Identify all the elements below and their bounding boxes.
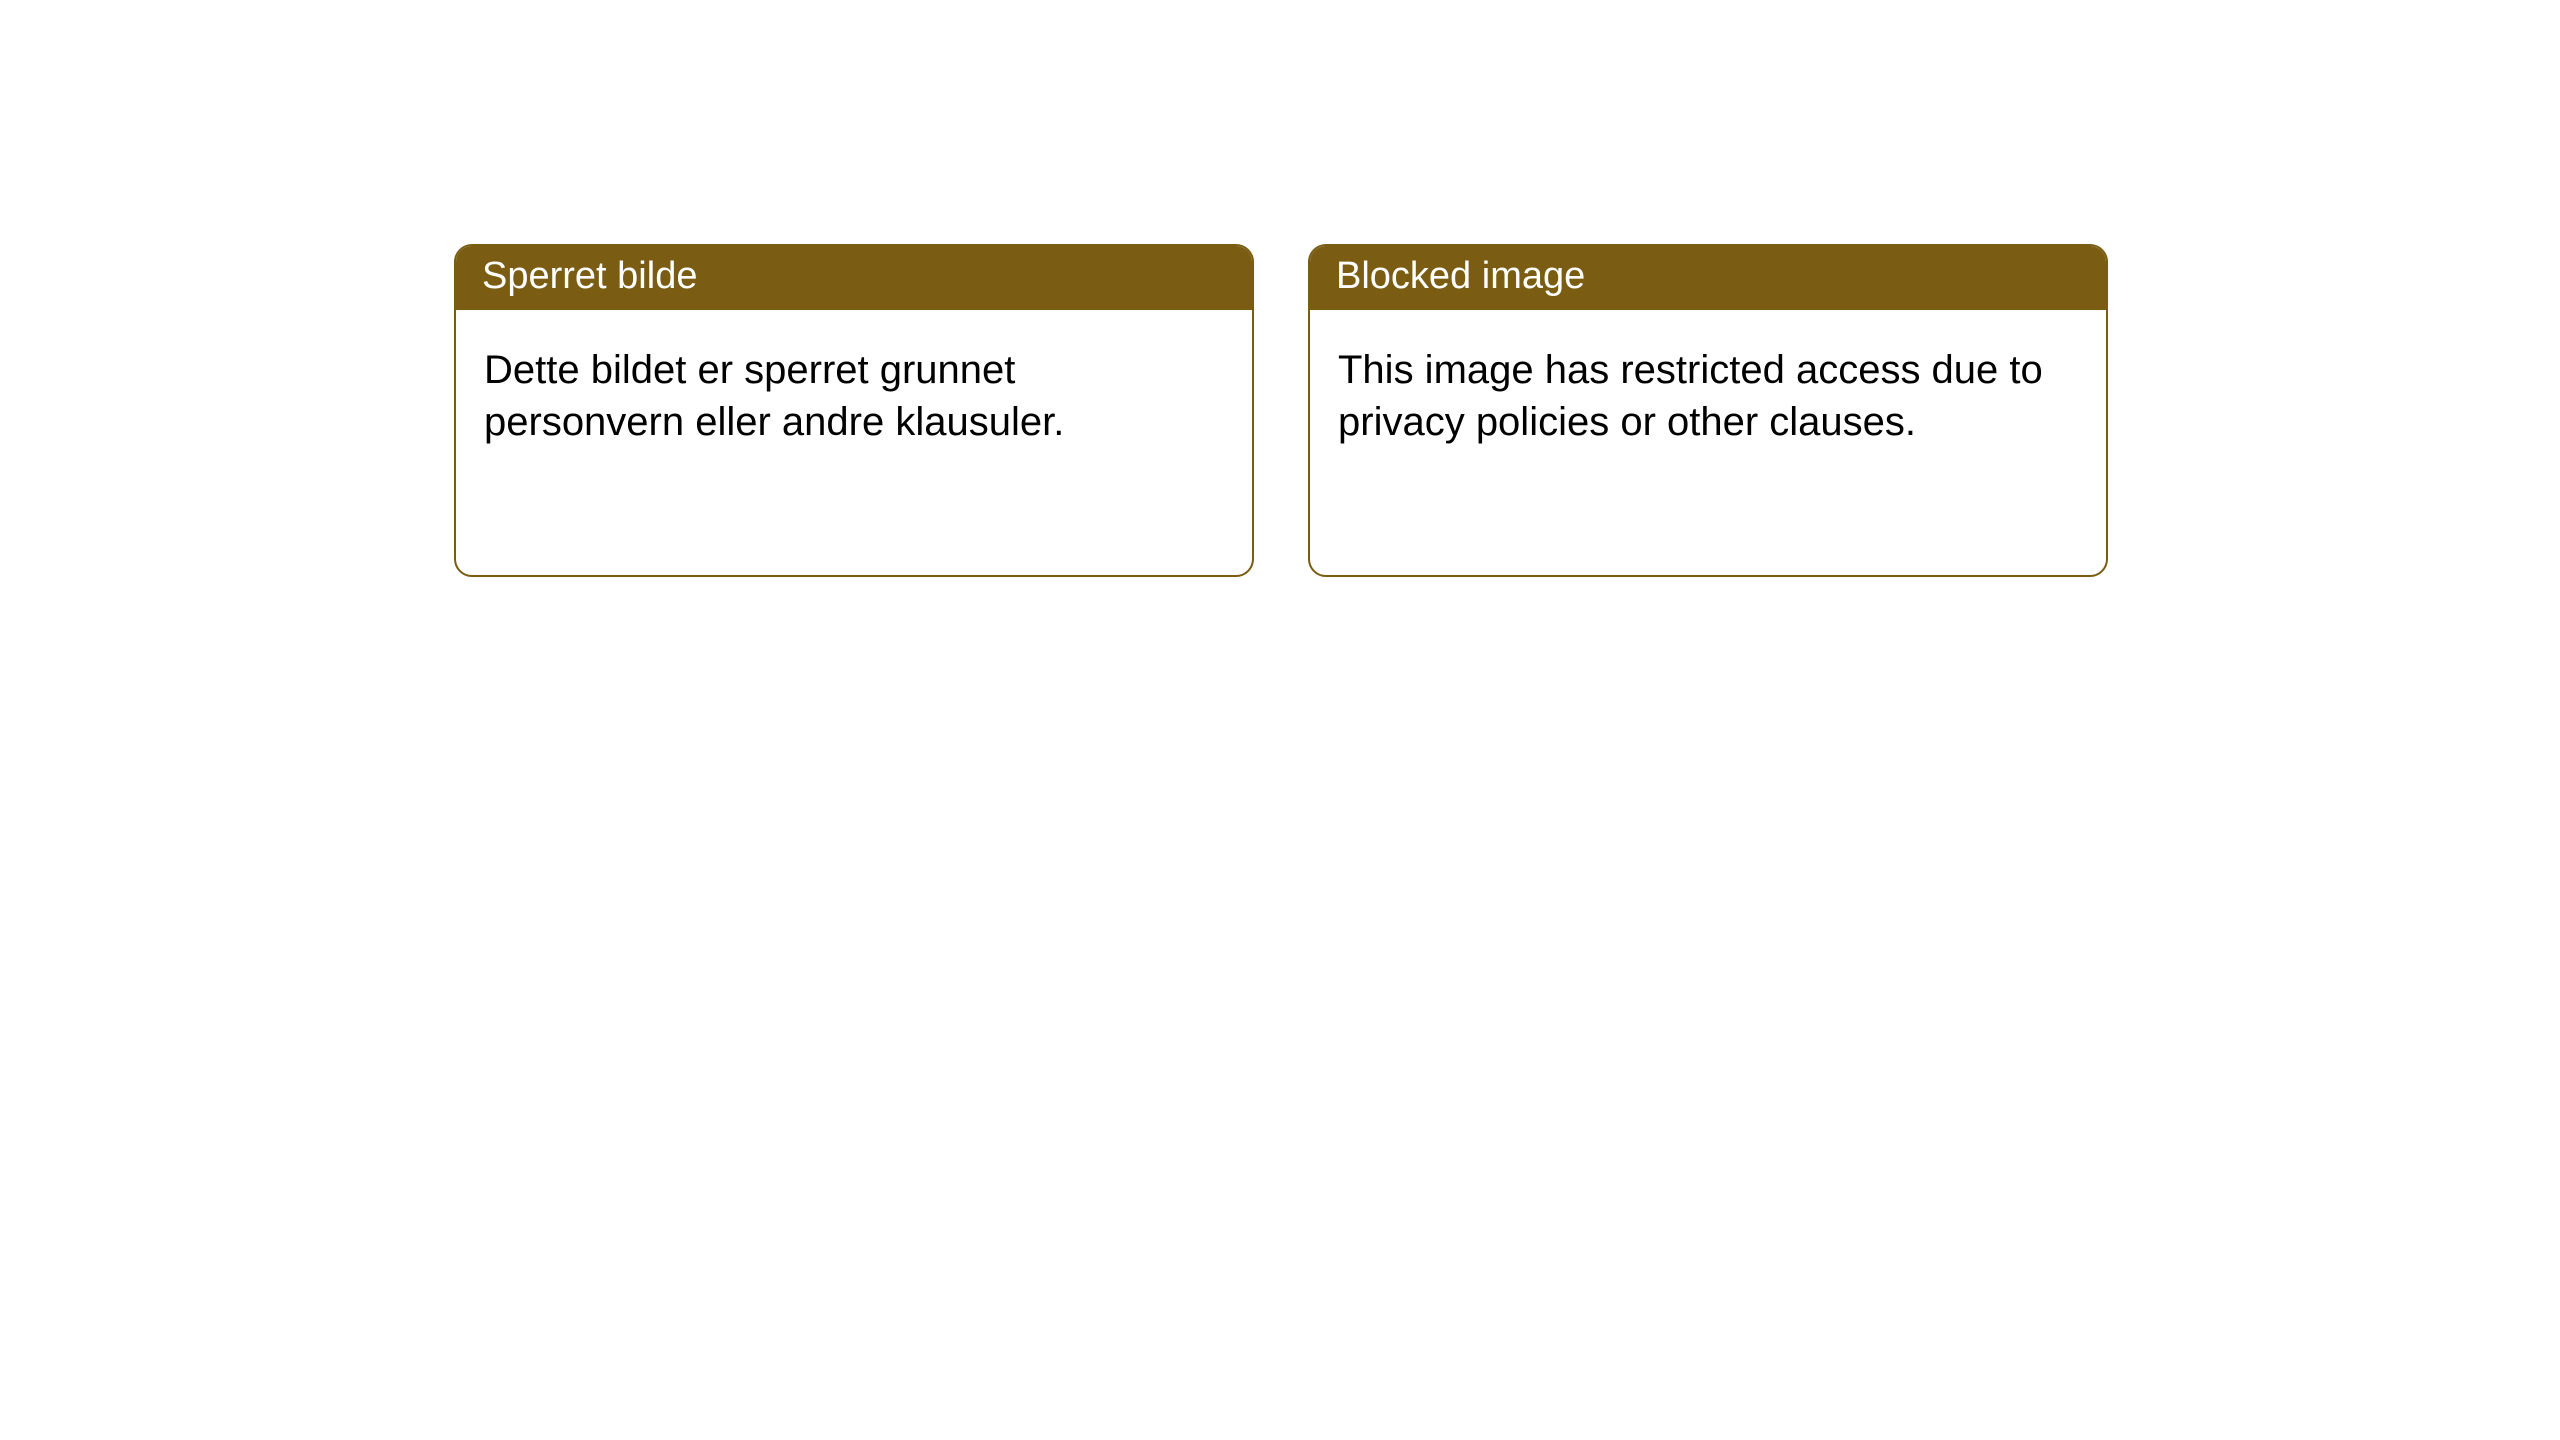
card-body: This image has restricted access due to … bbox=[1310, 310, 2106, 482]
card-body-text: This image has restricted access due to … bbox=[1338, 348, 2043, 444]
notice-card-norwegian: Sperret bilde Dette bildet er sperret gr… bbox=[454, 244, 1254, 577]
notice-cards-container: Sperret bilde Dette bildet er sperret gr… bbox=[454, 244, 2108, 577]
card-header: Blocked image bbox=[1310, 246, 2106, 310]
notice-card-english: Blocked image This image has restricted … bbox=[1308, 244, 2108, 577]
card-body: Dette bildet er sperret grunnet personve… bbox=[456, 310, 1252, 482]
card-title: Blocked image bbox=[1336, 255, 1585, 297]
card-header: Sperret bilde bbox=[456, 246, 1252, 310]
card-title: Sperret bilde bbox=[482, 255, 697, 297]
card-body-text: Dette bildet er sperret grunnet personve… bbox=[484, 348, 1064, 444]
